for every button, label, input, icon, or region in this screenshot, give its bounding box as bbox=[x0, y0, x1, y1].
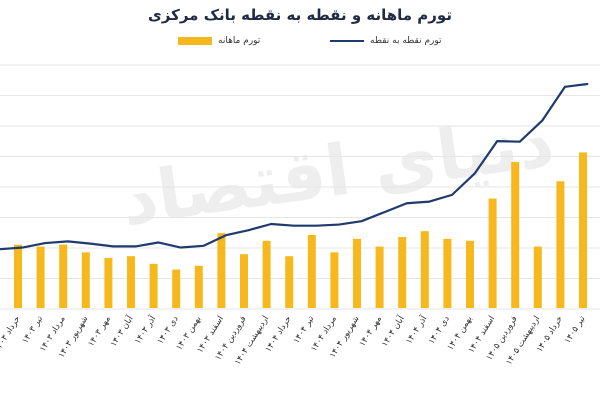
line-path bbox=[0, 82, 588, 251]
bar-4 bbox=[104, 258, 113, 308]
bar-19 bbox=[443, 238, 452, 308]
line-point-14 bbox=[315, 224, 318, 227]
x-tick-label-5: آبان ۱۴۰۳ bbox=[107, 313, 136, 349]
bar-25 bbox=[579, 152, 587, 308]
line-point-8 bbox=[179, 246, 182, 249]
legend-item-line: تورم نقطه به نقطه bbox=[330, 36, 442, 46]
line-point-16 bbox=[360, 220, 363, 223]
bar-9 bbox=[217, 233, 226, 308]
line-point-17 bbox=[383, 211, 386, 214]
bar-7 bbox=[172, 269, 181, 308]
bar-18 bbox=[420, 231, 429, 308]
bar-14 bbox=[330, 252, 339, 308]
bar-6 bbox=[149, 263, 158, 308]
bar-21 bbox=[488, 198, 497, 308]
line-point-5 bbox=[112, 245, 114, 248]
x-tick-label-25: تیر ۱۴۰۵ bbox=[563, 314, 588, 346]
line-point-3 bbox=[66, 240, 69, 243]
legend-label-bar: تورم ماهانه bbox=[218, 36, 261, 46]
line-point-11 bbox=[247, 229, 250, 232]
bar-2 bbox=[59, 244, 68, 308]
bar-16 bbox=[375, 246, 384, 308]
line-point-10 bbox=[225, 234, 227, 237]
line-point-22 bbox=[496, 140, 499, 143]
line-point-12 bbox=[270, 223, 273, 225]
line-point-6 bbox=[134, 245, 137, 248]
bar-series bbox=[14, 152, 587, 308]
legend: تو تورم نقطه به نقطه تورم ماهانه bbox=[0, 36, 600, 52]
bar-10 bbox=[240, 254, 248, 308]
line-point-1 bbox=[21, 246, 24, 249]
line-point-24 bbox=[541, 119, 544, 122]
x-tick-label-0: خرداد ۱۴۰۳ bbox=[0, 314, 23, 354]
line-point-25 bbox=[564, 85, 566, 88]
line-point-21 bbox=[473, 172, 476, 175]
legend-label-line: تورم نقطه به نقطه bbox=[370, 36, 442, 46]
line-point-7 bbox=[157, 241, 160, 244]
legend-swatch-bar bbox=[178, 37, 212, 45]
bar-3 bbox=[81, 252, 90, 308]
line-point-23 bbox=[518, 140, 521, 143]
bar-15 bbox=[353, 238, 361, 308]
line-point-19 bbox=[428, 200, 431, 203]
line-point-0 bbox=[0, 248, 1, 251]
line-point-4 bbox=[89, 242, 92, 245]
line-series bbox=[0, 82, 589, 251]
bar-23 bbox=[533, 246, 542, 308]
line-point-13 bbox=[292, 224, 295, 227]
line-point-26 bbox=[586, 83, 589, 85]
gridlines bbox=[0, 64, 600, 310]
bar-17 bbox=[398, 236, 407, 308]
bar-5 bbox=[127, 256, 135, 308]
bar-24 bbox=[556, 181, 565, 308]
bar-12 bbox=[285, 256, 294, 308]
bar-1 bbox=[36, 246, 45, 308]
bar-20 bbox=[466, 240, 474, 308]
bar-11 bbox=[262, 240, 271, 308]
line-point-9 bbox=[202, 244, 205, 247]
line-point-18 bbox=[405, 202, 408, 205]
legend-swatch-line bbox=[330, 40, 364, 42]
chart-title: تورم ماهانه و نقطه به نقطه بانک مرکزی bbox=[148, 6, 452, 24]
legend-item-bar: تورم ماهانه bbox=[178, 36, 260, 46]
bar-0 bbox=[14, 244, 22, 308]
line-point-20 bbox=[451, 193, 453, 196]
line-point-15 bbox=[338, 223, 340, 226]
bar-8 bbox=[194, 265, 203, 308]
bar-22 bbox=[511, 162, 520, 308]
bar-13 bbox=[307, 235, 316, 308]
x-tick-label-17: آبان ۱۴۰۴ bbox=[378, 313, 407, 349]
line-point-2 bbox=[44, 242, 47, 244]
